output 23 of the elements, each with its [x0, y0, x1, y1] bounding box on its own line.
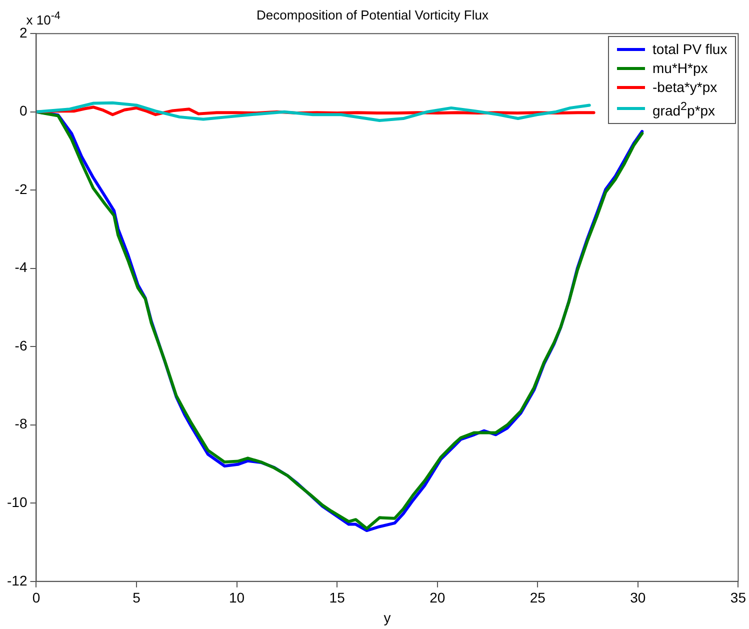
legend-label: total PV flux: [652, 40, 728, 59]
y-tick-label: -6: [14, 337, 28, 354]
legend-label: grad$^{2}$p*px: [652, 98, 716, 120]
x-tick-label: 5: [132, 590, 141, 606]
x-tick-label: 30: [630, 590, 646, 606]
text: x 10$^{-4}$: [26, 10, 60, 27]
x-tick-label: 25: [530, 590, 546, 606]
legend-label: -beta*y*px: [652, 78, 718, 97]
x-tick-label: 20: [430, 590, 446, 606]
x-tick-label: 35: [730, 590, 746, 606]
y-tick-label: -10: [7, 494, 28, 510]
x-axis-title: y: [384, 609, 391, 626]
y-tick-label: 2: [19, 24, 28, 40]
x-tick-label: 0: [32, 590, 40, 606]
x-tick-label: 10: [229, 590, 245, 606]
y-tick-label: -4: [14, 259, 28, 276]
chart-title: Decomposition of Potential Vorticity Flux: [256, 7, 489, 22]
y-tick-label: -8: [14, 416, 28, 432]
x-tick-label: 15: [329, 590, 346, 606]
y-tick-label: -2: [14, 180, 28, 197]
y-tick-label: 0: [19, 102, 28, 119]
legend-label: mu*H*px: [652, 58, 708, 78]
y-tick-label: -12: [7, 572, 28, 588]
